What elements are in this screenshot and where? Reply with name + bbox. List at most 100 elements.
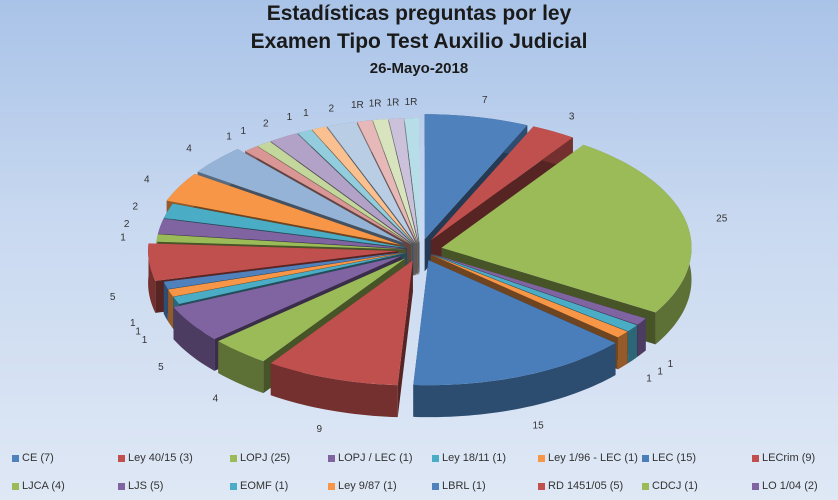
pie-slice [413,260,616,418]
data-label: 1R [369,99,382,110]
slice-top [327,121,416,244]
legend-item: Ley 40/15 (3) [118,452,193,464]
chart-title: Estadísticas preguntas por ley [266,2,572,25]
data-label: 5 [110,292,116,303]
data-label: 9 [317,424,323,435]
slice-top [270,133,413,245]
legend-item: CE (7) [12,452,54,464]
legend-item: LJCA (4) [12,480,65,492]
data-label: 7 [482,95,488,106]
slice-top [431,253,646,325]
legend-item: LBRL (1) [432,480,486,492]
slice-top [168,252,407,297]
slice-top [312,126,415,244]
slice-side [628,325,638,364]
legend-swatch [642,454,649,462]
slice-top [197,149,404,243]
slice-side [637,318,646,357]
legend-swatch [538,454,545,462]
legend-swatch [752,482,759,490]
data-label: 1 [142,335,148,346]
slice-top [297,129,414,244]
data-label: 1 [646,373,652,384]
legend-label: LECrim (9) [762,452,816,464]
legend-item: EOMF (1) [230,480,288,492]
legend-label: LOPJ / LEC (1) [338,452,413,464]
legend-label: CDCJ (1) [652,480,698,492]
legend-item: RD 1451/05 (5) [538,480,623,492]
data-label: 4 [144,174,150,185]
data-label: 1 [130,318,136,329]
legend-swatch [328,482,335,490]
data-label: 1 [226,131,232,142]
legend-item: Ley 1/96 - LEC (1) [538,452,638,464]
legend-label: EOMF (1) [240,480,289,492]
data-label: 1R [351,100,364,111]
slice-side [163,281,168,322]
data-label: 1 [668,359,674,370]
legend-swatch [230,482,237,490]
data-label: 1 [657,366,663,377]
slice-top [218,258,406,362]
data-label: 1 [303,108,309,119]
slice-top [166,173,401,245]
legend-label: Ley 40/15 (3) [128,452,193,464]
slice-side [173,307,215,371]
legend-label: LOPJ (25) [240,452,291,464]
slice-top [148,243,399,281]
slice-top [158,218,407,249]
legend-swatch [432,482,439,490]
slice-side [218,341,264,394]
slice-side [617,331,628,370]
slice-top [163,203,407,248]
legend-item: LO 1/04 (2) [752,480,818,492]
data-label: 1 [287,112,293,123]
chart-subtitle: Examen Tipo Test Auxilio Judicial [250,30,588,53]
data-label: 2 [124,219,130,230]
legend-label: LEC (15) [652,452,697,464]
legend-item: CDCJ (1) [642,480,698,492]
legend-swatch [642,482,649,490]
data-label: 2 [329,104,335,115]
legend-item: LEC (15) [642,452,696,464]
slice-side [148,243,156,313]
legend-label: LJCA (4) [22,480,65,492]
data-label: 1 [135,327,141,338]
legend-item: Ley 9/87 (1) [328,480,397,492]
slice-top [431,254,637,332]
legend-item: LOPJ (25) [230,452,290,464]
data-label: 4 [213,393,219,404]
data-label: 3 [569,112,575,123]
legend-label: LO 1/04 (2) [762,480,818,492]
slice-top [388,118,419,244]
legend-swatch [328,454,335,462]
data-label: 2 [133,202,139,213]
slice-top [372,119,418,244]
data-label: 2 [263,118,269,129]
slice-top [173,255,402,339]
data-label: 4 [186,144,192,155]
legend-item: LECrim (9) [752,452,815,464]
slice-top [430,254,628,338]
legend-swatch [432,454,439,462]
slice-top [441,144,692,313]
slice-top [257,141,412,245]
slice-top [156,234,407,250]
data-label: 15 [533,421,545,432]
slice-side [270,363,398,418]
legend-swatch [752,454,759,462]
legend-swatch [538,482,545,490]
legend-label: Ley 18/11 (1) [442,452,507,464]
slice-top [245,146,412,245]
data-label: 1R [405,97,418,108]
legend-item: LOPJ / LEC (1) [328,452,413,464]
data-label: 25 [716,214,728,225]
legend-label: LJS (5) [128,480,164,492]
slice-side [168,289,174,329]
pie-slice [270,260,413,418]
data-label: 1 [240,126,246,137]
slice-top [357,120,418,244]
legend-swatch [12,454,19,462]
